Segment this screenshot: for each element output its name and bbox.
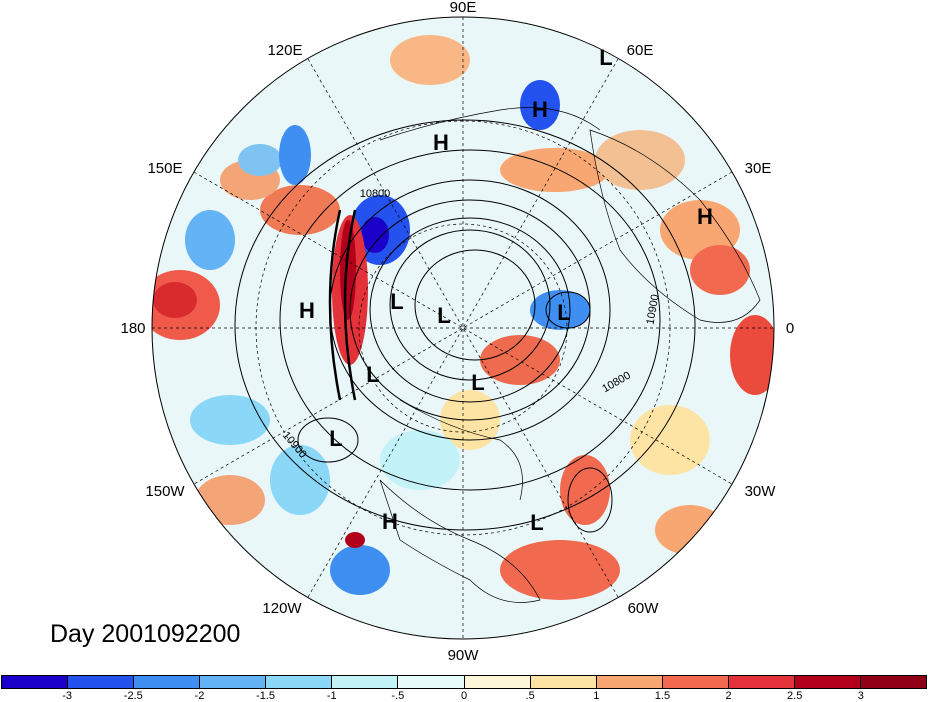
pressure-center: H [433, 130, 449, 155]
pressure-center: L [437, 303, 450, 328]
colorbar-tick-label: -1 [326, 690, 337, 702]
lon-label-30w: 30W [745, 483, 777, 500]
lon-label-0: 0 [786, 320, 794, 337]
colorbar-tick-label: 1 [593, 690, 600, 702]
day-title: Day 2001092200 [50, 620, 241, 648]
lon-label-60e: 60E [627, 42, 654, 59]
colorbar-tick-label: -3 [62, 690, 73, 702]
coastlines [379, 107, 761, 603]
pressure-center: H [299, 298, 315, 323]
colorbar-tick-label: -2 [194, 690, 205, 702]
lon-label-90e: 90E [450, 0, 477, 16]
pressure-centers: L H H H H L L L H L L L L [299, 45, 713, 535]
colorbar-swatch [68, 676, 135, 688]
colorbar-tick-label: 2.5 [787, 690, 803, 702]
pressure-center: H [382, 509, 398, 534]
pressure-center: L [329, 426, 342, 451]
colorbar-swatch [596, 676, 663, 688]
colorbar-tick-label: 2 [725, 690, 732, 702]
colorbar-swatch [794, 676, 862, 688]
lon-label-90w: 90W [448, 647, 480, 664]
colorbar-swatch [2, 676, 69, 688]
colorbar-swatch [662, 676, 729, 688]
lon-label-30e: 30E [745, 160, 772, 177]
colorbar-swatch [332, 676, 399, 688]
lon-label-120e: 120E [267, 42, 302, 59]
pressure-center: L [471, 370, 484, 395]
colorbar-tick-label: .5 [525, 690, 535, 702]
lon-label-150w: 150W [145, 483, 185, 500]
colorbar-swatch [530, 676, 597, 688]
pressure-center: L [557, 300, 570, 325]
colorbar-tick-label: 1.5 [654, 690, 671, 702]
colorbar-swatch [464, 676, 531, 688]
pressure-center: L [366, 362, 379, 387]
lon-label-60w: 60W [628, 600, 660, 617]
lon-label-180: 180 [120, 320, 145, 337]
colorbar-tick-label: -2.5 [123, 690, 143, 702]
pressure-center: H [697, 204, 713, 229]
colorbar-swatch [728, 676, 795, 688]
colorbar-swatch [861, 676, 927, 688]
colorbar-swatch [398, 676, 465, 688]
colorbar-swatch [266, 676, 333, 688]
pressure-center: L [599, 45, 612, 70]
contour-label: 10800 [360, 188, 391, 200]
longitude-labels: 90E 120E 60E 150E 30E 180 0 150W 30W 120… [120, 0, 794, 664]
colorbar-tick-label: 3 [857, 690, 864, 702]
colorbar-swatch [200, 676, 267, 688]
colorbar-tick-label: -1.5 [256, 690, 276, 702]
polar-map: 90E 120E 60E 150E 30E 180 0 150W 30W 120… [120, 0, 794, 664]
height-contours [234, 119, 696, 533]
pressure-center: H [532, 97, 548, 122]
pressure-center: L [390, 289, 403, 314]
lon-label-150e: 150E [147, 160, 182, 177]
pressure-center: L [530, 510, 543, 535]
colorbar [1, 675, 927, 689]
lon-label-120w: 120W [262, 600, 302, 617]
colorbar-ticks: -3 -2.5 -2 -1.5 -1 -.5 0 .5 1 1.5 2 2.5 3 [0, 690, 928, 702]
graticule [152, 17, 774, 639]
colorbar-swatch [134, 676, 201, 688]
colorbar-tick-label: 0 [460, 690, 468, 702]
colorbar-tick-label: -.5 [391, 690, 405, 702]
contour-label: 10900 [644, 293, 661, 325]
